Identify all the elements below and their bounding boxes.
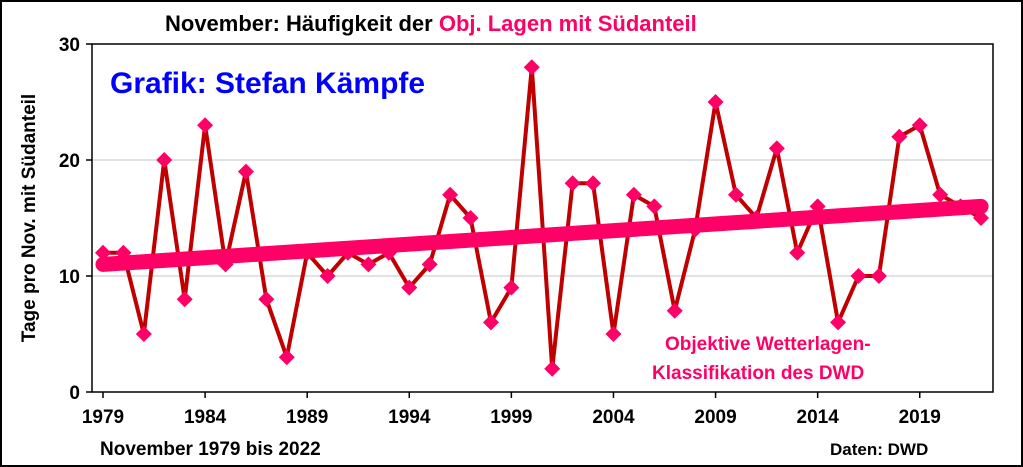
data-point (523, 59, 540, 76)
x-tick-label: 2019 (899, 407, 941, 428)
data-point (870, 268, 887, 284)
data-point (932, 186, 949, 203)
chart-title: November: Häufigkeit der Obj. Lagen mit … (165, 11, 697, 36)
data-point (462, 210, 479, 226)
x-tick-label: 1994 (388, 407, 431, 428)
x-tick-label: 2009 (694, 407, 736, 428)
data-point (544, 360, 561, 377)
data-point (809, 198, 826, 215)
y-axis-label: Tage pro Nov. mit Südanteil (19, 94, 40, 342)
data-line (103, 65, 982, 371)
x-axis-label: November 1979 bis 2022 (100, 439, 321, 460)
annotation-line-2: Klassifikation des DWD (652, 363, 864, 384)
data-point (319, 268, 336, 284)
x-tick-label: 1989 (286, 407, 328, 428)
x-tick-label: 2014 (797, 407, 840, 428)
credit-label: Grafik: Stefan Kämpfe (110, 67, 425, 100)
data-point (380, 244, 397, 261)
data-point (299, 244, 316, 261)
data-point (340, 244, 357, 261)
data-point (156, 152, 173, 168)
data-point (687, 221, 704, 238)
data-point (564, 175, 581, 192)
plot-border (91, 43, 994, 393)
data-point (360, 256, 377, 273)
data-point (176, 291, 193, 308)
x-tick-label: 1984 (184, 407, 227, 428)
data-point (135, 326, 152, 342)
data-point (585, 175, 602, 192)
data-point (891, 128, 908, 145)
x-tick-label: 1979 (82, 407, 124, 428)
y-tick-label: 10 (59, 267, 80, 288)
data-point (830, 314, 847, 331)
data-point (952, 198, 969, 215)
data-point (258, 291, 275, 308)
data-point (278, 349, 295, 366)
data-point (95, 244, 111, 261)
data-point (401, 279, 418, 296)
data-point (707, 94, 724, 110)
data-point (503, 279, 520, 296)
x-tick-label: 1999 (490, 407, 532, 428)
data-point (197, 117, 214, 134)
data-point (850, 268, 867, 284)
data-point (237, 163, 254, 180)
data-point (442, 186, 459, 203)
data-point (421, 256, 438, 273)
data-point (646, 198, 663, 215)
data-point (666, 302, 683, 319)
data-point (625, 186, 642, 203)
data-point (217, 256, 234, 273)
source-label: Daten: DWD (830, 440, 928, 459)
annotation-line-1: Objektive Wetterlagen- (665, 334, 871, 355)
data-point (748, 210, 765, 226)
trend-line (95, 198, 989, 272)
data-point (789, 244, 806, 261)
data-point (911, 117, 928, 134)
data-point (727, 186, 744, 203)
data-point (605, 326, 622, 342)
y-tick-label: 0 (69, 383, 80, 404)
y-tick-label: 20 (59, 151, 80, 172)
data-point (768, 140, 785, 157)
data-point (482, 314, 499, 331)
x-tick-label: 2004 (592, 407, 635, 428)
data-point (115, 244, 132, 261)
y-tick-label: 30 (59, 35, 80, 56)
data-point (973, 210, 989, 226)
